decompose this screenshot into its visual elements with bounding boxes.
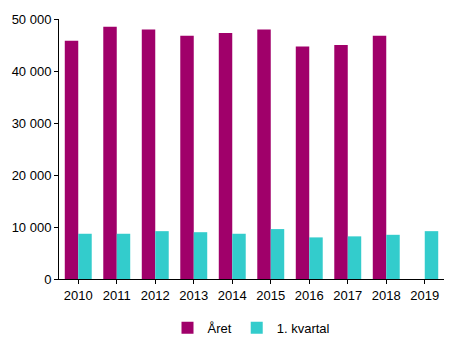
svg-text:2017: 2017	[333, 288, 362, 303]
svg-text:2012: 2012	[141, 288, 170, 303]
svg-text:1. kvartal: 1. kvartal	[277, 321, 330, 336]
svg-text:2014: 2014	[218, 288, 247, 303]
svg-text:2015: 2015	[256, 288, 285, 303]
svg-text:50 000: 50 000	[12, 12, 52, 27]
svg-text:Året: Året	[208, 321, 232, 336]
svg-text:30 000: 30 000	[12, 116, 52, 131]
svg-text:2010: 2010	[64, 288, 93, 303]
svg-text:20 000: 20 000	[12, 168, 52, 183]
svg-text:2018: 2018	[372, 288, 401, 303]
svg-text:2019: 2019	[410, 288, 439, 303]
svg-text:10 000: 10 000	[12, 220, 52, 235]
svg-text:2013: 2013	[179, 288, 208, 303]
svg-text:2016: 2016	[295, 288, 324, 303]
svg-text:40 000: 40 000	[12, 64, 52, 79]
svg-text:0: 0	[44, 272, 51, 287]
svg-text:2011: 2011	[103, 288, 131, 303]
